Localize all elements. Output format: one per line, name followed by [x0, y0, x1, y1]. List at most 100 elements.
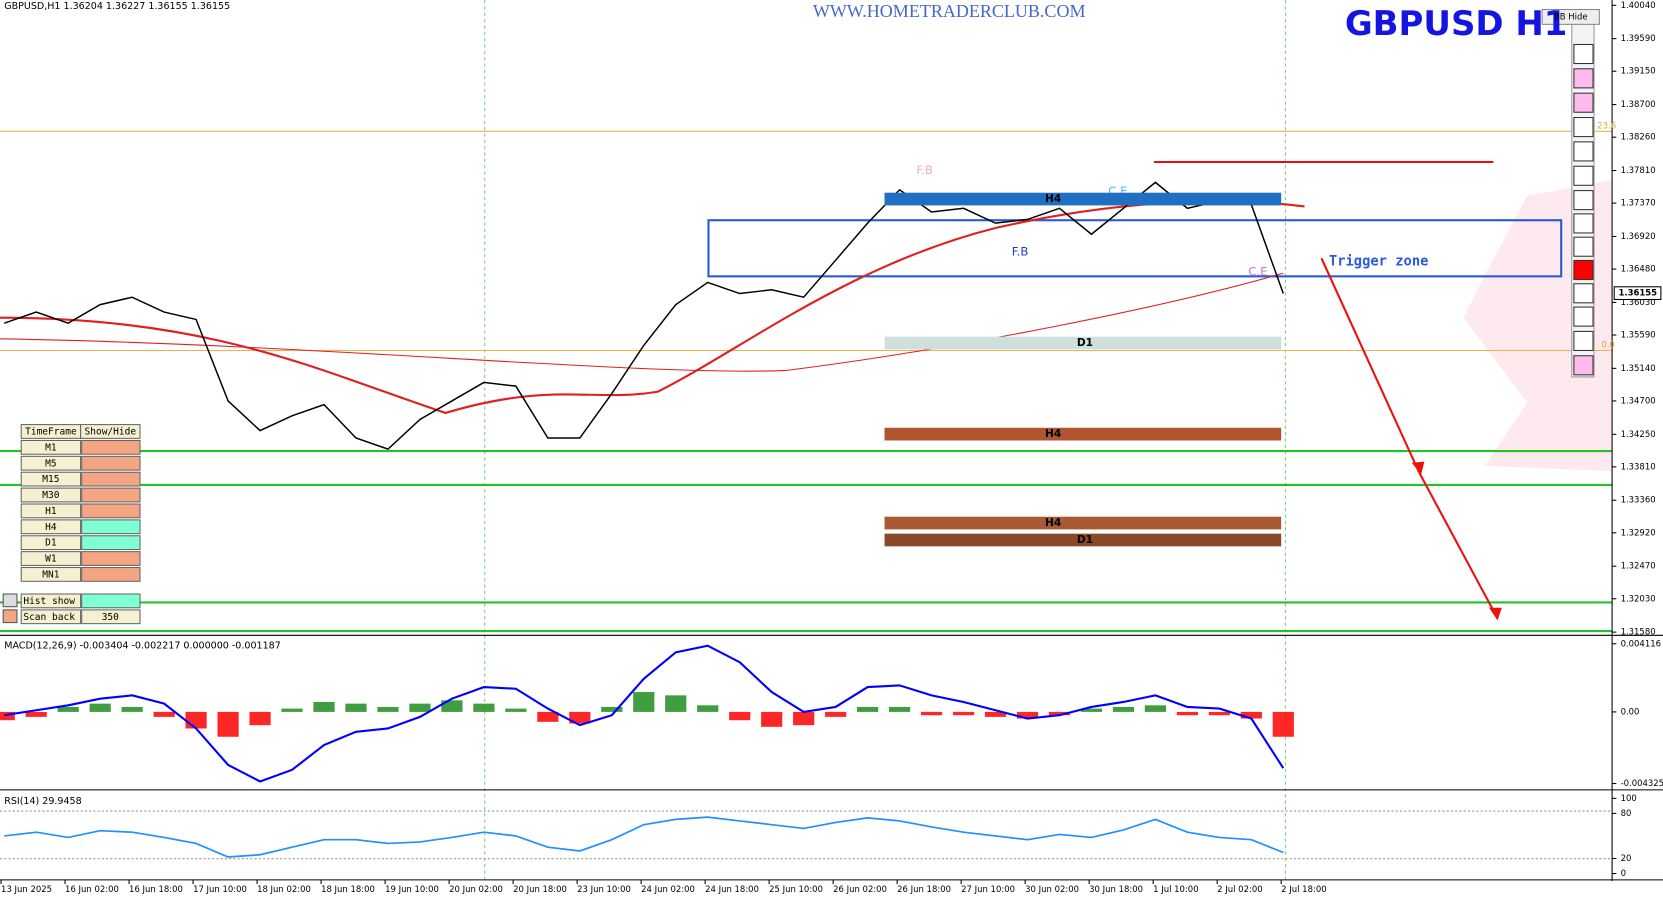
- time-tick-label: 19 Jun 10:00: [385, 884, 439, 894]
- rsi-label: RSI(14) 29.9458: [4, 796, 81, 807]
- timeframe-table: TimeFrame Show/Hide M1 M5 M15 M30 H1 H4 D1 W1 MN1 H…: [2, 424, 141, 625]
- tool-button[interactable]: [1573, 306, 1594, 327]
- price-tick-label: 1.40040: [1621, 0, 1656, 10]
- macd-histogram-bar: [1272, 711, 1294, 737]
- time-tick-label: 1 Jul 10:00: [1153, 884, 1198, 894]
- fb-label: F.B: [1012, 245, 1029, 259]
- macd-line: [4, 644, 1285, 783]
- hist-show-text: Hist show: [23, 596, 75, 607]
- timeframe-toggle[interactable]: [81, 471, 141, 487]
- macd-histogram-bar: [473, 703, 495, 712]
- macd-tick-label: 0.004116: [1621, 638, 1661, 648]
- macd-histogram-bar: [313, 701, 335, 712]
- tool-button[interactable]: [1573, 259, 1594, 281]
- price-tick-label: 1.36480: [1621, 264, 1656, 274]
- macd-histogram-bar: [377, 706, 399, 712]
- timeframe-name: H4: [45, 522, 57, 533]
- macd-histogram-bar: [281, 708, 303, 712]
- tool-button[interactable]: [1573, 236, 1594, 257]
- macd-histogram-bar: [665, 695, 687, 712]
- timeframe-toggle[interactable]: [81, 439, 141, 455]
- arrow-head: [1411, 461, 1425, 475]
- macd-histogram-bar: [249, 711, 271, 726]
- macd-histogram-bar: [1176, 711, 1198, 716]
- rsi-tick-label: 0: [1621, 868, 1626, 878]
- price-tick-label: 1.37370: [1621, 198, 1656, 208]
- timeframe-name: D1: [45, 538, 57, 549]
- macd-histogram-bar: [1016, 711, 1039, 719]
- hist-show-toggle[interactable]: [81, 593, 141, 609]
- zone-label: H4: [1045, 517, 1061, 529]
- tool-button[interactable]: [1573, 355, 1594, 376]
- tool-button[interactable]: [1573, 190, 1594, 211]
- table-name-cell: [20, 567, 82, 582]
- price-tick-label: 1.37810: [1621, 165, 1656, 175]
- trigger-label: Trigger zone: [1329, 254, 1429, 270]
- fb-label: F.B: [916, 163, 933, 177]
- macd-histogram-bar: [888, 706, 911, 712]
- tool-button[interactable]: [1573, 117, 1594, 138]
- tool-button[interactable]: [1573, 213, 1594, 234]
- macd-histogram-bar: [345, 703, 367, 712]
- macd-histogram-bar: [952, 711, 975, 716]
- timeframe-toggle[interactable]: [81, 503, 141, 519]
- tool-button[interactable]: [1573, 68, 1594, 89]
- tool-button[interactable]: [1573, 283, 1594, 304]
- moving-average: [0, 272, 1284, 372]
- rsi-tick-label: 100: [1621, 793, 1637, 803]
- rsi-line: [4, 816, 1284, 858]
- projection-arrow: [1320, 257, 1421, 473]
- zone-bar: [884, 533, 1282, 547]
- zone-bar: [884, 427, 1282, 441]
- ce-label: C.E: [1248, 265, 1267, 279]
- tool-button[interactable]: [1573, 165, 1594, 186]
- table-name-cell: [20, 439, 82, 455]
- macd-histogram-bar: [217, 711, 239, 737]
- timeframe-toggle[interactable]: [81, 551, 141, 566]
- macd-histogram-bar: [1240, 711, 1262, 719]
- scan-back-value: 350: [102, 612, 119, 623]
- tool-button[interactable]: [1573, 141, 1594, 162]
- macd-histogram-bar: [601, 706, 623, 712]
- zone-bar: [884, 516, 1282, 530]
- timeframe-name: M30: [42, 490, 59, 501]
- price-tick-label: 1.32920: [1621, 527, 1656, 537]
- macd-histogram-bar: [920, 711, 943, 716]
- arrow-head: [1489, 607, 1502, 621]
- table-name-cell: [20, 503, 82, 519]
- time-tick-label: 27 Jun 10:00: [961, 884, 1015, 894]
- time-tick-label: 2 Jul 18:00: [1281, 884, 1326, 894]
- time-tick-label: 25 Jun 10:00: [769, 884, 823, 894]
- macd-histogram-bar: [984, 711, 1007, 717]
- time-tick-label: 26 Jun 02:00: [833, 884, 887, 894]
- macd-histogram-bar: [1144, 705, 1167, 712]
- timeframe-name: M5: [45, 458, 56, 469]
- macd-label: MACD(12,26,9) -0.003404 -0.002217 0.0000…: [4, 640, 281, 651]
- timeframe-toggle[interactable]: [81, 567, 141, 582]
- scan-back-input[interactable]: [81, 609, 141, 625]
- table-header-text: TimeFrame: [25, 427, 77, 438]
- price-tick-label: 1.38700: [1621, 99, 1656, 109]
- timeframe-toggle[interactable]: [81, 535, 141, 551]
- macd-histogram-bar: [793, 711, 815, 726]
- timeframe-toggle[interactable]: [81, 519, 141, 535]
- macd-histogram-bar: [569, 711, 591, 724]
- timeframe-toggle[interactable]: [81, 487, 141, 503]
- tool-button[interactable]: [1573, 92, 1594, 113]
- bb-hide-label[interactable]: BB Hide: [1554, 11, 1588, 21]
- zone-label: H4: [1045, 428, 1061, 440]
- tool-button[interactable]: [1573, 43, 1594, 65]
- tool-button[interactable]: [1573, 330, 1594, 351]
- bb-hide-button[interactable]: [1541, 9, 1600, 25]
- price-tick-label: 1.34700: [1621, 395, 1656, 405]
- macd-histogram-bar: [1208, 711, 1230, 716]
- trigger-zone-box: [707, 219, 1563, 278]
- time-tick-label: 24 Jun 02:00: [641, 884, 695, 894]
- timeframe-toggle[interactable]: [81, 455, 141, 471]
- macd-histogram-bar: [57, 706, 79, 712]
- macd-histogram-bar: [825, 711, 847, 717]
- macd-histogram-bar: [537, 711, 559, 722]
- macd-histogram-bar: [633, 692, 655, 712]
- time-tick-label: 23 Jun 10:00: [577, 884, 631, 894]
